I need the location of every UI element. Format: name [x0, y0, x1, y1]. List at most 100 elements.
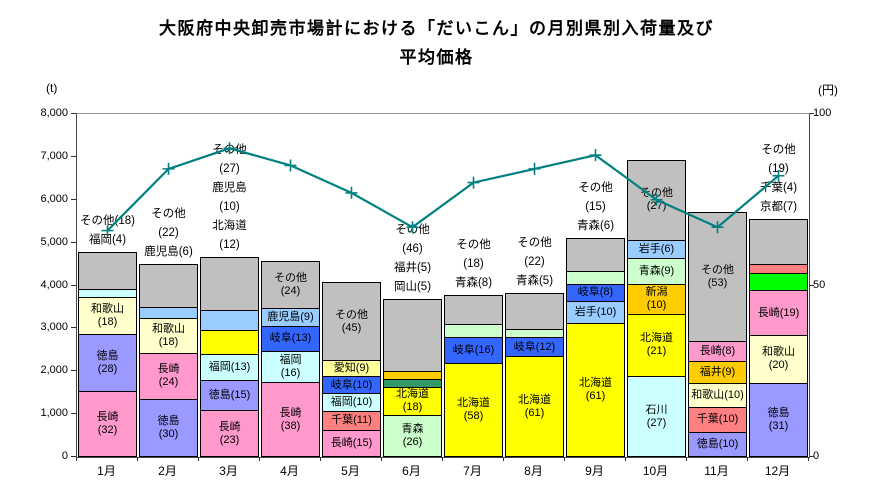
x-axis-label: 1月 [97, 464, 116, 478]
x-axis-label: 5月 [341, 464, 360, 478]
segment-label: 長崎 (24) [157, 363, 180, 389]
x-axis-label: 9月 [585, 464, 604, 478]
left-axis-tick-label: 6,000 [40, 192, 68, 205]
bar-segment-徳島: 徳島 (31) [749, 382, 808, 457]
right-axis-tick-label: 50 [813, 278, 826, 291]
bar-3月: 長崎 (23) 徳島(15) 福岡(13) [200, 256, 259, 457]
segment-label: 徳島 (31) [767, 406, 790, 432]
bar-11月: 徳島(10) 千葉(10) 和歌山(10) 福井(9) 長崎(8) その他 (53) [688, 211, 747, 457]
segment-label: 千葉(10) [696, 413, 739, 426]
bar-segment-青森 [505, 328, 564, 338]
segment-label: 福岡(13) [208, 361, 251, 374]
x-axis-tick [381, 457, 382, 461]
left-axis-tick-label: 0 [61, 450, 68, 462]
right-axis-tick [809, 113, 814, 114]
bar-segment-石川: 石川 (27) [627, 376, 686, 457]
segment-label: 福岡(10) [330, 396, 373, 409]
segment-label: 徳島(10) [696, 437, 739, 450]
x-axis-label: 7月 [463, 464, 482, 478]
x-axis-tick [625, 457, 626, 461]
left-axis-tick-label: 2,000 [40, 364, 68, 377]
segment-label: 長崎(19) [757, 306, 800, 319]
bar-segment-長崎: 長崎 (24) [139, 352, 198, 400]
above-bar-label: その他 (22) 青森(5) [515, 236, 554, 287]
segment-label: 北海道 (61) [579, 376, 612, 402]
segment-label: 鹿児島(9) [267, 310, 314, 323]
bar-12月: 徳島 (31) 和歌山 (20) 長崎(19) [749, 218, 808, 457]
bar-segment-北海道: 北海道 (18) [383, 386, 442, 417]
plot-area: 長崎 (32) 徳島 (28) 和歌山 (18) 徳島 (30) 長崎 (24) 和歌山 … [76, 113, 810, 458]
segment-label: 岩手(10) [574, 305, 617, 318]
segment-label: 岐阜(13) [269, 332, 312, 345]
left-axis-tick [71, 155, 76, 157]
right-axis-tick-label: 100 [813, 107, 832, 119]
left-axis-tick-label: 5,000 [40, 235, 68, 248]
left-axis-tick [71, 327, 76, 329]
bar-segment-その他 [383, 298, 442, 373]
x-axis-tick [564, 457, 565, 461]
chart-title: 大阪府中央卸売市場計における「だいこん」の月別県別入荷量及び 平均価格 [159, 19, 714, 67]
above-bar-label: その他 (27) 鹿児島 (10) 北海道 (12) [212, 143, 247, 251]
bar-segment-青森 [444, 323, 503, 338]
bar-2月: 徳島 (30) 長崎 (24) 和歌山 (18) [139, 264, 198, 457]
bar-segment-徳島: 徳島 (28) [78, 333, 137, 392]
bar-segment-新潟: 新潟 (10) [627, 284, 686, 315]
x-axis-label: 4月 [280, 464, 299, 478]
bar-segment-その他 [139, 264, 198, 308]
bar-segment-長崎: 長崎 (38) [261, 382, 320, 457]
segment-label: その他 (24) [274, 272, 307, 298]
segment-label: 長崎(15) [330, 436, 373, 449]
x-axis-label: 12月 [764, 464, 791, 478]
bar-segment-長崎: 長崎(8) [688, 341, 747, 362]
x-axis-tick [198, 457, 199, 461]
segment-label: 徳島(15) [208, 389, 251, 402]
x-axis-tick [76, 457, 77, 461]
segment-label: 長崎 (32) [96, 410, 119, 436]
segment-label: 福井(9) [699, 365, 736, 378]
segment-label: 長崎 (23) [218, 420, 241, 446]
bar-7月: 北海道 (58) 岐阜(16) [444, 294, 503, 457]
left-axis-tick [71, 370, 76, 372]
bar-segment-和歌山: 和歌山(10) [688, 382, 747, 409]
bar-4月: 長崎 (38) 福岡 (16) 岐阜(13) 鹿児島(9) その他 (24) [261, 261, 320, 457]
bar-segment-和歌山: 和歌山 (18) [78, 297, 137, 335]
bar-segment-長崎: 長崎 (23) [200, 410, 259, 457]
x-axis-tick [747, 457, 748, 461]
segment-label: 岩手(6) [638, 242, 675, 255]
segment-label: 和歌山 (18) [91, 302, 124, 328]
segment-label: 福岡 (16) [279, 353, 302, 379]
right-axis-tick [809, 284, 814, 286]
segment-label: 青森(9) [638, 264, 675, 277]
above-bar-label: その他 (15) 青森(6) [576, 181, 615, 232]
bar-5月: 長崎(15) 千葉(11) 福岡(10) 岐阜(10) 愛知(9) その他 (45) [322, 281, 381, 457]
bar-segment-その他: その他 (24) [261, 261, 320, 310]
bar-segment-北海道: 北海道 (61) [566, 322, 625, 457]
bar-segment-岩手: 岩手(10) [566, 301, 625, 324]
bar-segment-その他 [444, 294, 503, 325]
x-axis-label: 3月 [219, 464, 238, 478]
segment-label: 石川 (27) [645, 403, 668, 429]
segment-label: 青森 (26) [401, 423, 424, 449]
bar-segment-北海道: 北海道 (21) [627, 313, 686, 378]
bar-segment-その他 [749, 218, 808, 265]
x-axis-tick [503, 457, 504, 461]
segment-label: 長崎(8) [699, 344, 736, 357]
bar-segment-その他 [78, 252, 137, 291]
bar-segment-岩手: 岩手(6) [627, 239, 686, 259]
bar-segment-福井: 福井(9) [688, 360, 747, 384]
bar-segment-岐阜: 岐阜(10) [322, 375, 381, 395]
segment-label: 岐阜(10) [330, 378, 373, 391]
left-axis-unit: (t) [46, 81, 58, 95]
bar-8月: 北海道 (61) 岐阜(12) [505, 292, 564, 457]
left-axis-tick [71, 456, 76, 457]
segment-label: その他 (45) [335, 308, 368, 334]
bar-segment-千葉: 千葉(11) [322, 410, 381, 431]
bar-segment-和歌山: 和歌山 (18) [139, 318, 198, 354]
left-axis-tick-label: 8,000 [40, 107, 68, 119]
segment-label: 徳島 (28) [96, 349, 119, 375]
bar-segment-鹿児島 [139, 306, 198, 320]
left-axis-tick-label: 4,000 [40, 278, 68, 291]
above-bar-label: その他 (18) 青森(8) [454, 238, 493, 289]
segment-label: 北海道 (61) [518, 393, 551, 419]
bar-segment-福井 [383, 371, 442, 380]
